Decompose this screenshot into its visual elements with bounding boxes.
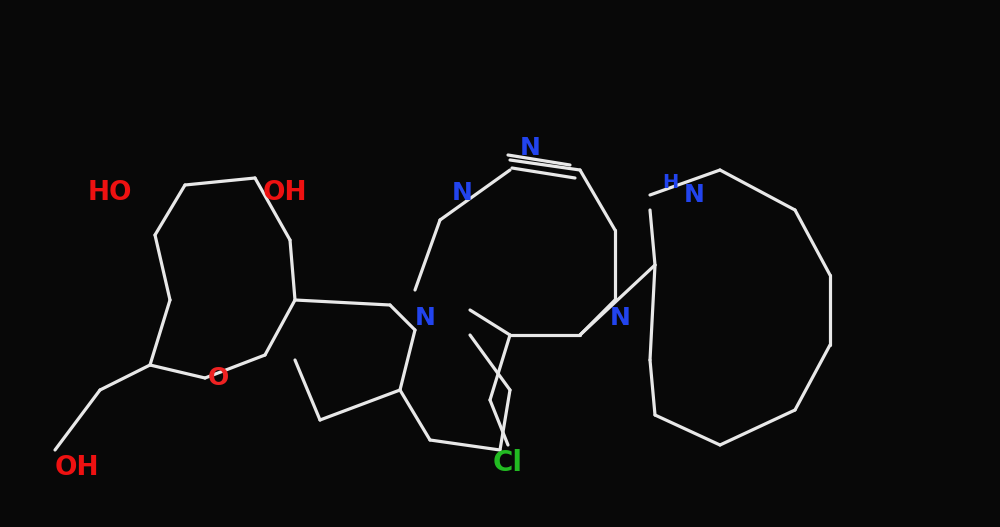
Text: N: N [452, 181, 472, 205]
Text: N: N [415, 306, 435, 330]
Text: OH: OH [263, 180, 308, 206]
Text: OH: OH [55, 455, 100, 481]
Text: Cl: Cl [493, 449, 523, 477]
Text: N: N [684, 183, 705, 207]
Text: HO: HO [88, 180, 132, 206]
Text: N: N [610, 306, 630, 330]
Text: H: H [662, 173, 678, 192]
Text: N: N [520, 136, 540, 160]
Text: O: O [207, 366, 229, 390]
